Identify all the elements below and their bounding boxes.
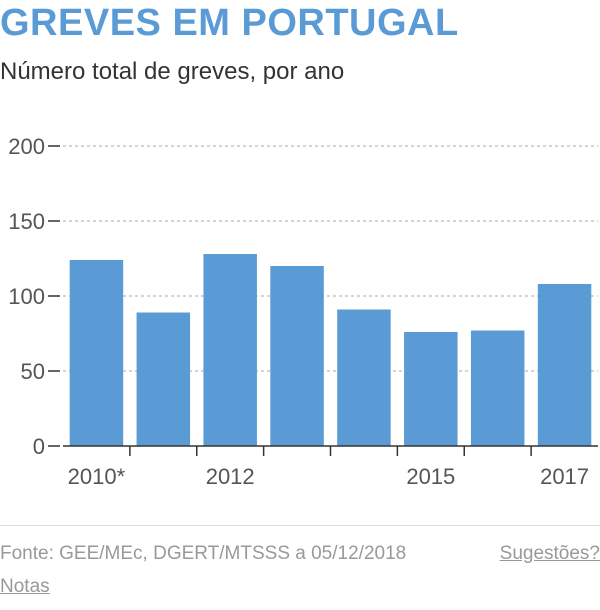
x-tick-label: 2012 [206, 464, 255, 489]
notes-link[interactable]: Notas [0, 576, 50, 597]
y-tick-label: 150 [8, 209, 45, 234]
bar [270, 266, 324, 446]
suggestions-link[interactable]: Sugestões? [499, 543, 600, 564]
x-tick-label: 2010* [68, 464, 126, 489]
y-tick-label: 0 [33, 434, 45, 459]
y-tick-label: 100 [8, 284, 45, 309]
bar [337, 309, 391, 446]
source-note: Fonte: GEE/MEc, DGERT/MTSSS a 05/12/2018 [0, 543, 407, 564]
footer-divider [0, 525, 600, 526]
bar [537, 284, 592, 446]
y-tick-label: 200 [8, 134, 45, 159]
chart-title: GREVES EM PORTUGAL [0, 2, 459, 44]
bar [404, 332, 458, 446]
x-tick-label: 2015 [406, 464, 455, 489]
bar [203, 254, 257, 446]
y-tick-label: 50 [21, 359, 45, 384]
chart-subtitle: Número total de greves, por ano [0, 58, 345, 85]
x-tick-label: 2017 [540, 464, 589, 489]
bar [470, 330, 525, 446]
bar [69, 260, 124, 446]
bar [136, 312, 191, 446]
bar-chart: 0 50 100 150 200 2010* 2012 2015 2017 [8, 134, 598, 489]
